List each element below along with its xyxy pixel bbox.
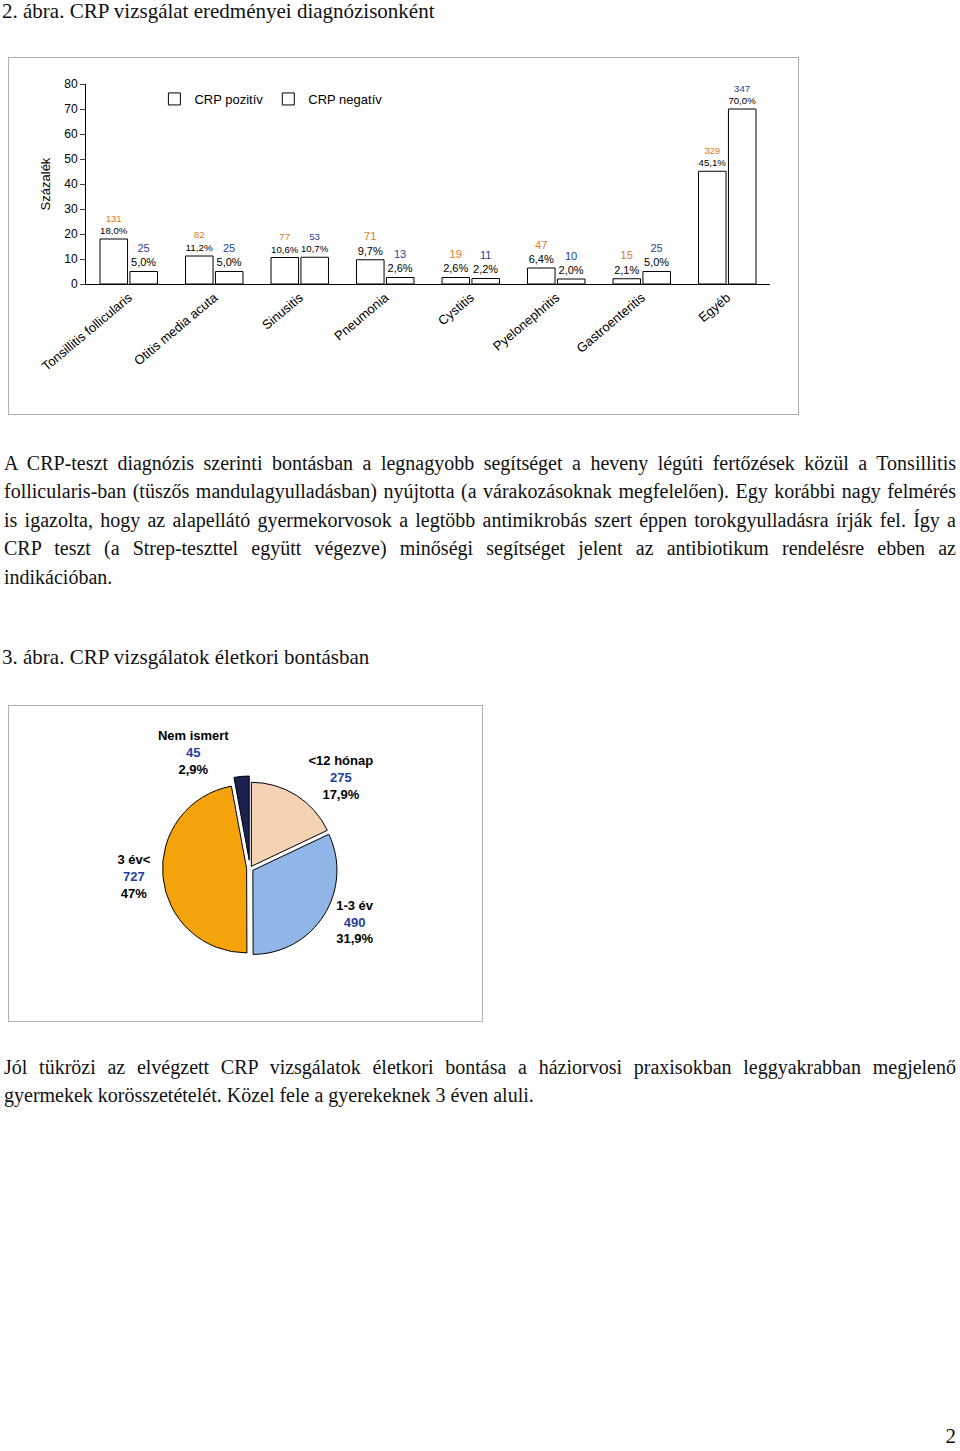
svg-text:13118,0%: 13118,0% [100, 213, 128, 237]
svg-text:50: 50 [64, 152, 78, 166]
svg-text:Pyelonephritis: Pyelonephritis [490, 290, 563, 354]
svg-text:Nem ismert452,9%: Nem ismert452,9% [158, 728, 229, 777]
svg-text:80: 80 [64, 77, 78, 91]
html-text:Jól tükrözi az elvégzett CRP v: Jól tükrözi az elvégzett CRP vizsgálatok… [4, 1056, 956, 1107]
svg-text:Cystitis: Cystitis [435, 290, 477, 329]
svg-text:132,6%: 132,6% [388, 248, 413, 274]
svg-text:Otitis media acuta: Otitis media acuta [131, 289, 221, 368]
svg-text:192,6%: 192,6% [443, 248, 468, 274]
svg-text:255,0%: 255,0% [644, 242, 669, 268]
svg-text:112,2%: 112,2% [473, 249, 498, 275]
svg-text:476,4%: 476,4% [529, 239, 554, 265]
svg-text:Egyéb: Egyéb [695, 290, 733, 325]
svg-text:5310,7%: 5310,7% [301, 231, 329, 255]
svg-text:<12 hónap27517,9%: <12 hónap27517,9% [309, 753, 374, 802]
svg-text:0: 0 [71, 277, 78, 291]
svg-text:Gastroenteritis: Gastroenteritis [573, 290, 648, 356]
svg-text:255,0%: 255,0% [131, 242, 156, 268]
svg-text:20: 20 [64, 227, 78, 241]
html-text:A CRP-teszt diagnózis szerinti: A CRP-teszt diagnózis szerinti bontásban… [4, 452, 956, 588]
svg-text:719,7%: 719,7% [358, 230, 383, 256]
svg-text:152,1%: 152,1% [614, 249, 639, 275]
svg-text:102,0%: 102,0% [559, 250, 584, 276]
svg-text:1-3 év49031,9%: 1-3 év49031,9% [336, 898, 374, 947]
svg-text:60: 60 [64, 127, 78, 141]
svg-text:34770,0%: 34770,0% [728, 83, 756, 107]
html-text:2. ábra. CRP vizsgálat eredmén: 2. ábra. CRP vizsgálat eredményei diagnó… [2, 0, 435, 23]
html-text:3. ábra. CRP vizsgálatok életk: 3. ábra. CRP vizsgálatok életkori bontás… [2, 645, 370, 669]
html-text:2: 2 [945, 1424, 956, 1448]
svg-text:30: 30 [64, 202, 78, 216]
svg-text:7710,6%: 7710,6% [271, 231, 299, 255]
svg-text:Sinusitis: Sinusitis [259, 290, 306, 333]
svg-text:Százalék: Százalék [38, 157, 53, 210]
svg-text:70: 70 [64, 102, 78, 116]
svg-text:10: 10 [64, 252, 78, 266]
svg-text:CRP negatív: CRP negatív [308, 92, 382, 107]
svg-text:8211,2%: 8211,2% [186, 229, 213, 253]
svg-text:Tonsillitis follicularis: Tonsillitis follicularis [39, 290, 135, 374]
svg-text:3 év<72747%: 3 év<72747% [117, 852, 150, 901]
svg-text:CRP pozitív: CRP pozitív [194, 92, 263, 107]
svg-text:255,0%: 255,0% [217, 242, 242, 268]
svg-text:40: 40 [64, 177, 78, 191]
svg-text:32945,1%: 32945,1% [699, 145, 727, 169]
svg-text:Pneumonia: Pneumonia [331, 289, 392, 343]
